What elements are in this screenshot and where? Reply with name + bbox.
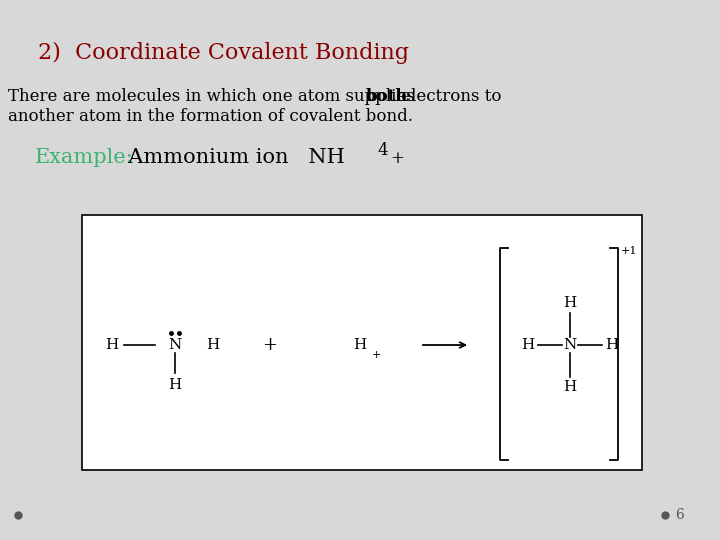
Text: H: H <box>521 338 535 352</box>
Text: Example:: Example: <box>35 148 134 167</box>
Text: 4: 4 <box>377 142 387 159</box>
Text: another atom in the formation of covalent bond.: another atom in the formation of covalen… <box>8 108 413 125</box>
Text: electrons to: electrons to <box>396 88 502 105</box>
Text: both: both <box>366 88 408 105</box>
Text: N: N <box>563 338 577 352</box>
Text: H: H <box>105 338 119 352</box>
Text: 6: 6 <box>675 508 684 522</box>
Text: Ammonium ion   NH: Ammonium ion NH <box>115 148 345 167</box>
Text: H: H <box>606 338 618 352</box>
Text: H: H <box>207 338 220 352</box>
Text: +: + <box>263 336 277 354</box>
FancyBboxPatch shape <box>82 215 642 470</box>
Text: +: + <box>390 150 404 167</box>
Text: +1: +1 <box>621 246 637 256</box>
Text: N: N <box>168 338 181 352</box>
Text: H: H <box>354 338 366 352</box>
Text: H: H <box>168 378 181 392</box>
Text: 2)  Coordinate Covalent Bonding: 2) Coordinate Covalent Bonding <box>38 42 409 64</box>
Text: H: H <box>563 296 577 310</box>
Text: H: H <box>563 380 577 394</box>
Text: +: + <box>372 350 382 360</box>
Text: There are molecules in which one atom supplies: There are molecules in which one atom su… <box>8 88 420 105</box>
